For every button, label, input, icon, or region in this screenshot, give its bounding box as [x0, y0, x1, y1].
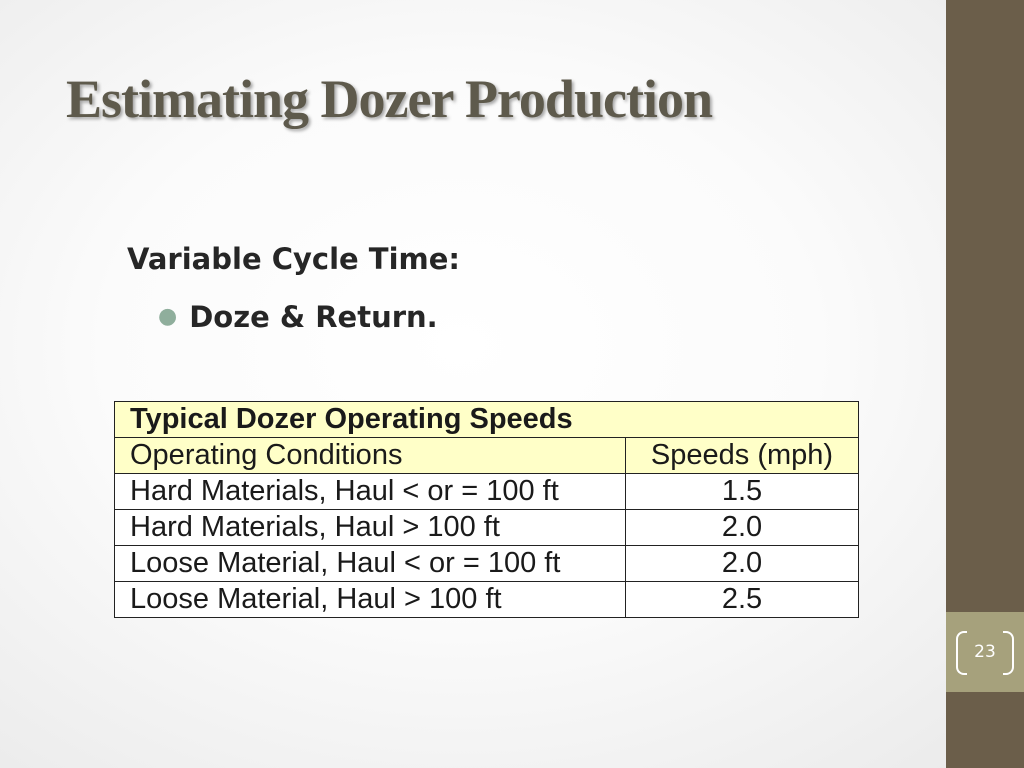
condition-cell: Loose Material, Haul < or = 100 ft	[114, 545, 626, 582]
dozer-speeds-table: Typical Dozer Operating Speeds Operating…	[113, 401, 860, 618]
column-header-speeds: Speeds (mph)	[624, 437, 860, 474]
subheading: Variable Cycle Time:	[127, 242, 460, 276]
condition-cell: Loose Material, Haul > 100 ft	[114, 581, 626, 618]
bullet-item: ● Doze & Return.	[158, 300, 438, 334]
bracket-frame-icon: 23	[956, 631, 1014, 675]
table-title: Typical Dozer Operating Speeds	[113, 401, 860, 438]
column-header-conditions: Operating Conditions	[114, 437, 626, 474]
page-number: 23	[974, 642, 996, 662]
table-row: Loose Material, Haul > 100 ft 2.5	[114, 581, 860, 618]
table-row: Hard Materials, Haul > 100 ft 2.0	[114, 509, 860, 546]
table-row: Loose Material, Haul < or = 100 ft 2.0	[114, 545, 860, 582]
page-number-box: 23	[946, 612, 1024, 692]
condition-cell: Hard Materials, Haul > 100 ft	[114, 509, 626, 546]
table-title-row: Typical Dozer Operating Speeds	[113, 401, 860, 438]
speed-cell: 2.0	[624, 545, 860, 582]
slide-canvas: Estimating Dozer Production Variable Cyc…	[66, 69, 860, 618]
speed-cell: 2.0	[624, 509, 860, 546]
table-row: Hard Materials, Haul < or = 100 ft 1.5	[114, 473, 860, 510]
speed-cell: 1.5	[624, 473, 860, 510]
bullet-text: Doze & Return.	[189, 300, 438, 334]
bullet-dot-icon: ●	[158, 304, 178, 329]
slide-title: Estimating Dozer Production	[66, 69, 713, 129]
table-header-row: Operating Conditions Speeds (mph)	[114, 437, 860, 474]
condition-cell: Hard Materials, Haul < or = 100 ft	[114, 473, 626, 510]
speed-cell: 2.5	[624, 581, 860, 618]
